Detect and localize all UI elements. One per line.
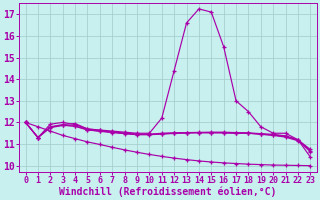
X-axis label: Windchill (Refroidissement éolien,°C): Windchill (Refroidissement éolien,°C)	[59, 186, 277, 197]
